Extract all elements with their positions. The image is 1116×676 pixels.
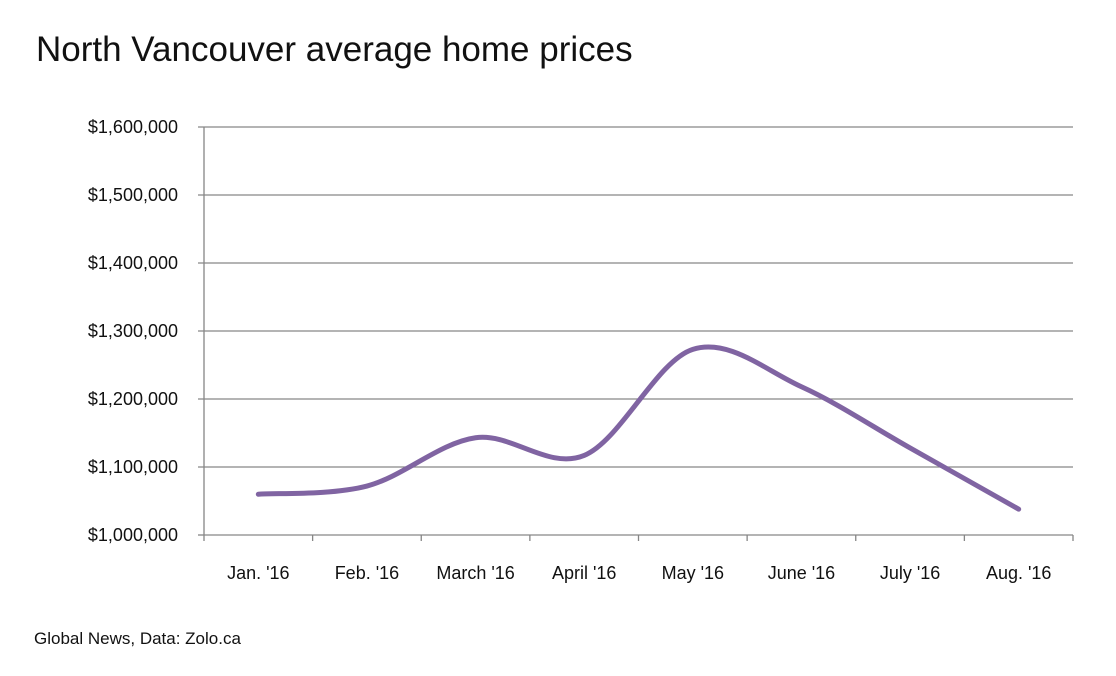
y-tick-label: $1,000,000 <box>88 525 178 545</box>
y-tick-label: $1,400,000 <box>88 253 178 273</box>
y-tick-labels: $1,000,000 $1,100,000 $1,200,000 $1,300,000… <box>88 117 178 545</box>
series <box>255 344 1022 512</box>
x-tick-label: May '16 <box>662 563 724 583</box>
x-tick-label: Jan. '16 <box>227 563 289 583</box>
x-tick-label: March '16 <box>436 563 514 583</box>
y-tick-label: $1,100,000 <box>88 457 178 477</box>
x-tick-label: June '16 <box>768 563 836 583</box>
x-tick-label: Aug. '16 <box>986 563 1052 583</box>
x-tick-label: July '16 <box>880 563 940 583</box>
data-point <box>582 453 587 458</box>
y-tick-label: $1,300,000 <box>88 321 178 341</box>
data-point <box>799 384 804 389</box>
data-point <box>364 484 369 489</box>
source-credit: Global News, Data: Zolo.ca <box>34 629 241 648</box>
x-tick-label: Feb. '16 <box>335 563 399 583</box>
axes <box>198 127 1074 541</box>
data-point <box>1016 507 1021 512</box>
y-tick-label: $1,200,000 <box>88 389 178 409</box>
x-tick-label: April '16 <box>552 563 616 583</box>
data-point <box>908 445 913 450</box>
chart-title: North Vancouver average home prices <box>36 30 633 69</box>
gridlines <box>198 126 1073 468</box>
data-point <box>256 492 261 497</box>
x-tick-labels: Jan. '16 Feb. '16 March '16 April '16 May '1… <box>227 563 1051 583</box>
data-point <box>690 347 695 352</box>
data-point <box>473 435 478 440</box>
series-line <box>255 344 1022 512</box>
y-tick-label: $1,500,000 <box>88 185 178 205</box>
y-tick-label: $1,600,000 <box>88 117 178 137</box>
